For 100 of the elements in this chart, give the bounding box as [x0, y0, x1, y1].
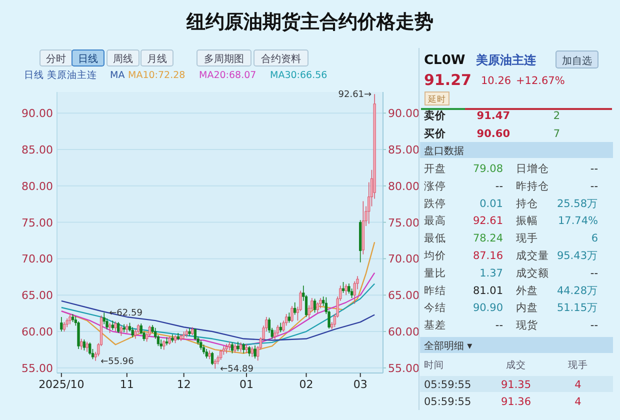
text: 0.01 — [480, 198, 503, 210]
text: 日线 — [78, 53, 98, 65]
text: -- — [495, 180, 504, 192]
text: 昨持仓 — [516, 180, 549, 192]
y2-tick-label: 70.00 — [388, 252, 420, 266]
text: 延时 — [427, 94, 446, 105]
annotation: ←62.59 — [109, 308, 143, 319]
text: 卖价 — [424, 109, 447, 122]
text: 44.28万 — [556, 284, 598, 297]
candlestick — [228, 341, 231, 351]
y-tick-label: 65.00 — [22, 289, 53, 302]
text: 91.27 — [424, 71, 472, 89]
text: 涨停 — [424, 180, 446, 192]
candlestick — [202, 344, 206, 354]
text: 美原油主连 — [475, 53, 537, 67]
text: 1.37 — [480, 267, 503, 280]
x-tick-label: 03 — [353, 378, 368, 391]
text: 现手 — [516, 232, 538, 245]
text: 盘口数据 — [424, 145, 464, 157]
text: 买价 — [424, 127, 447, 140]
candlestick — [225, 343, 228, 354]
candlestick — [242, 342, 245, 354]
candlestick — [348, 283, 350, 294]
text: 基差 — [424, 318, 446, 332]
y-tick-label: 80.00 — [22, 180, 53, 193]
text: 2 — [553, 110, 560, 122]
candlestick — [62, 322, 66, 332]
text: -- — [590, 320, 598, 332]
candlestick — [60, 316, 63, 332]
text: 量比 — [424, 266, 446, 280]
text: -- — [590, 180, 598, 192]
candlestick — [279, 322, 282, 333]
candlestick — [122, 324, 126, 333]
text: 周线 — [113, 53, 133, 65]
text: 现手 — [568, 359, 588, 371]
y2-tick-label: 75.00 — [388, 216, 420, 230]
text: -- — [590, 267, 598, 280]
candlestick — [288, 312, 290, 324]
y2-tick-label: 60.00 — [388, 326, 420, 339]
text: 95.43万 — [556, 250, 598, 262]
text: 加自选 — [562, 55, 592, 67]
y2-tick-label: 65.00 — [388, 289, 420, 302]
y-tick-label: 60.00 — [22, 326, 53, 339]
text: 87.16 — [472, 250, 504, 262]
text: 外盘 — [516, 284, 538, 297]
candlestick — [313, 298, 316, 313]
text: MA20:68.07 — [199, 70, 256, 81]
candlestick — [294, 302, 296, 316]
candlestick — [250, 346, 254, 358]
candlestick — [86, 341, 88, 352]
candlestick — [82, 339, 86, 351]
candlestick — [108, 322, 112, 334]
text: 成交额 — [516, 266, 549, 280]
candlestick — [160, 339, 162, 350]
text: 7 — [553, 128, 560, 140]
candlestick — [205, 348, 208, 359]
text: MA30:66.56 — [270, 70, 328, 81]
text: 25.58万 — [556, 198, 598, 210]
annotation: ←55.96 — [100, 356, 134, 367]
text: 79.08 — [472, 163, 503, 175]
line-series — [60, 300, 376, 341]
text: MA — [110, 70, 126, 81]
text: 90.60 — [476, 128, 510, 140]
text: 现货 — [516, 320, 538, 332]
candlestick — [162, 340, 166, 350]
text: 6 — [591, 232, 598, 245]
text: 持仓 — [516, 198, 538, 210]
text: 成交 — [506, 359, 526, 371]
y2-tick-label: 55.00 — [388, 362, 420, 375]
y2-tick-label: 90.00 — [388, 107, 420, 120]
text: -- — [590, 163, 598, 175]
candlestick — [236, 341, 240, 352]
text: 05:59:55 — [424, 396, 472, 408]
candlestick — [200, 340, 202, 350]
y2-tick-label: 85.00 — [388, 144, 420, 157]
candlestick — [214, 358, 216, 370]
candlestick — [245, 343, 248, 354]
text: 10.26 — [481, 75, 512, 87]
x-tick-label: 12 — [176, 378, 191, 391]
text: 92.61 — [472, 215, 503, 228]
candlestick — [342, 282, 345, 294]
text: +12.67% — [516, 75, 565, 87]
text: 分时 — [46, 53, 66, 65]
y-tick-label: 70.00 — [22, 252, 53, 266]
candlestick — [80, 338, 83, 350]
text: 51.15万 — [556, 302, 598, 314]
text: -- — [495, 320, 504, 332]
text: 均价 — [423, 250, 446, 262]
text: 91.36 — [500, 396, 532, 408]
candlestick — [316, 302, 319, 314]
text: 日增仓 — [516, 163, 549, 175]
candlestick — [210, 351, 214, 366]
text: 全部明细 ▾ — [424, 340, 472, 352]
y-tick-label: 55.00 — [22, 362, 53, 375]
text: MA10:72.28 — [128, 70, 186, 81]
text: 成交量 — [516, 249, 549, 262]
candlestick — [114, 320, 117, 332]
annotation: ←54.89 — [220, 364, 254, 375]
text: 91.35 — [500, 379, 532, 391]
candlestick — [120, 325, 123, 336]
